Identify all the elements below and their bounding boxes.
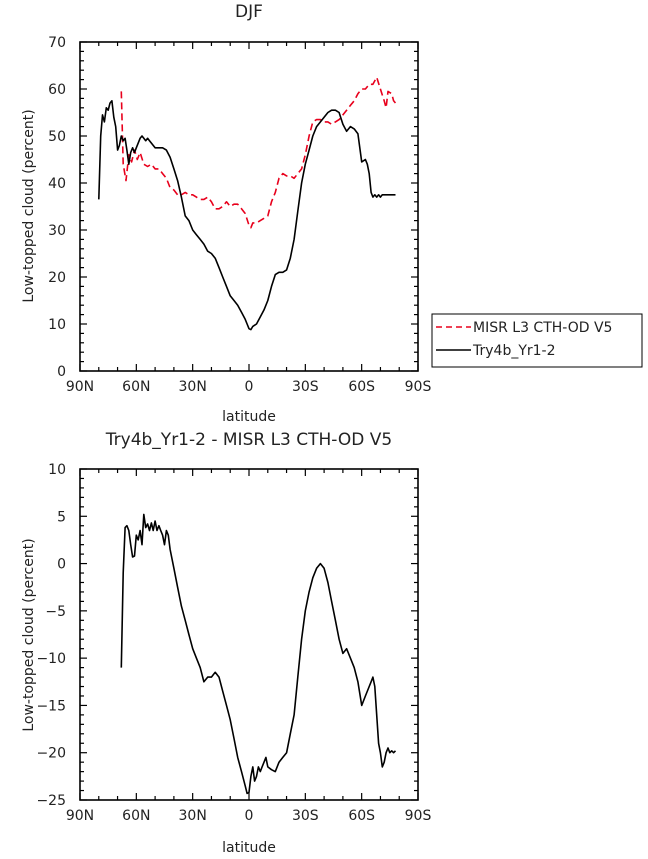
legend-label-try4b: Try4b_Yr1-2: [472, 343, 556, 359]
bottom-chart-plot-frame: [79, 468, 419, 801]
top-chart-plot-frame: [79, 41, 419, 372]
top-chart-series-line-1: [120, 76, 397, 229]
top-chart-y-label: Low-topped cloud (percent): [21, 109, 37, 302]
y-tick-label: 30: [48, 223, 66, 239]
x-tick-label: 90S: [405, 808, 432, 824]
y-tick-label: 10: [48, 317, 66, 333]
y-tick-label: 0: [57, 364, 66, 380]
bottom-chart-series-line-1: [120, 513, 397, 795]
x-tick-label: 30S: [292, 379, 319, 395]
x-tick-label: 30S: [292, 808, 319, 824]
bottom-chart-ticks: 90N 60N 30N 0 30S 60S 90S −25 −20 −15 −10 −5 0 5 10: [36, 462, 431, 824]
y-tick-label: 0: [57, 557, 66, 573]
y-tick-label: −10: [36, 651, 66, 667]
y-tick-label: 10: [48, 462, 66, 478]
top-chart-x-label: latitude: [222, 409, 276, 425]
x-tick-label: 90S: [405, 379, 432, 395]
x-tick-label: 60N: [122, 379, 150, 395]
x-tick-label: 60N: [122, 808, 150, 824]
x-tick-label: 60S: [348, 379, 375, 395]
top-chart-ticks: 90N 60N 30N 0 30S 60S 90S 0 10 20 30 40 50 60 70: [48, 35, 431, 395]
top-chart-series-layer: [98, 76, 397, 331]
x-tick-label: 0: [245, 379, 254, 395]
x-tick-label: 60S: [348, 808, 375, 824]
top-chart-title: DJF: [235, 2, 263, 22]
top-chart-series-line-2: [98, 100, 396, 331]
x-tick-label: 30N: [179, 379, 207, 395]
bottom-chart-series-layer: [120, 513, 397, 795]
legend-label-misr: MISR L3 CTH-OD V5: [473, 320, 612, 336]
y-tick-label: −25: [36, 793, 66, 809]
x-tick-label: 0: [245, 808, 254, 824]
y-tick-label: 70: [48, 35, 66, 51]
y-tick-label: 20: [48, 270, 66, 286]
y-tick-label: 40: [48, 176, 66, 192]
legend: MISR L3 CTH-OD V5 Try4b_Yr1-2: [431, 313, 643, 368]
top-chart: DJF latitude Low-topped cloud (percent) …: [21, 2, 643, 425]
y-tick-label: 60: [48, 82, 66, 98]
y-tick-label: 5: [57, 509, 66, 525]
y-tick-label: −5: [45, 604, 66, 620]
y-tick-label: −20: [36, 746, 66, 762]
y-tick-label: −15: [36, 698, 66, 714]
bottom-chart: Try4b_Yr1-2 - MISR L3 CTH-OD V5 latitude…: [21, 430, 431, 856]
y-tick-label: 50: [48, 129, 66, 145]
bottom-chart-y-label: Low-topped cloud (percent): [21, 538, 37, 731]
bottom-chart-title: Try4b_Yr1-2 - MISR L3 CTH-OD V5: [105, 430, 392, 450]
x-tick-label: 90N: [66, 379, 94, 395]
x-tick-label: 30N: [179, 808, 207, 824]
x-tick-label: 90N: [66, 808, 94, 824]
legend-box: [431, 313, 643, 368]
bottom-chart-x-label: latitude: [222, 840, 276, 856]
